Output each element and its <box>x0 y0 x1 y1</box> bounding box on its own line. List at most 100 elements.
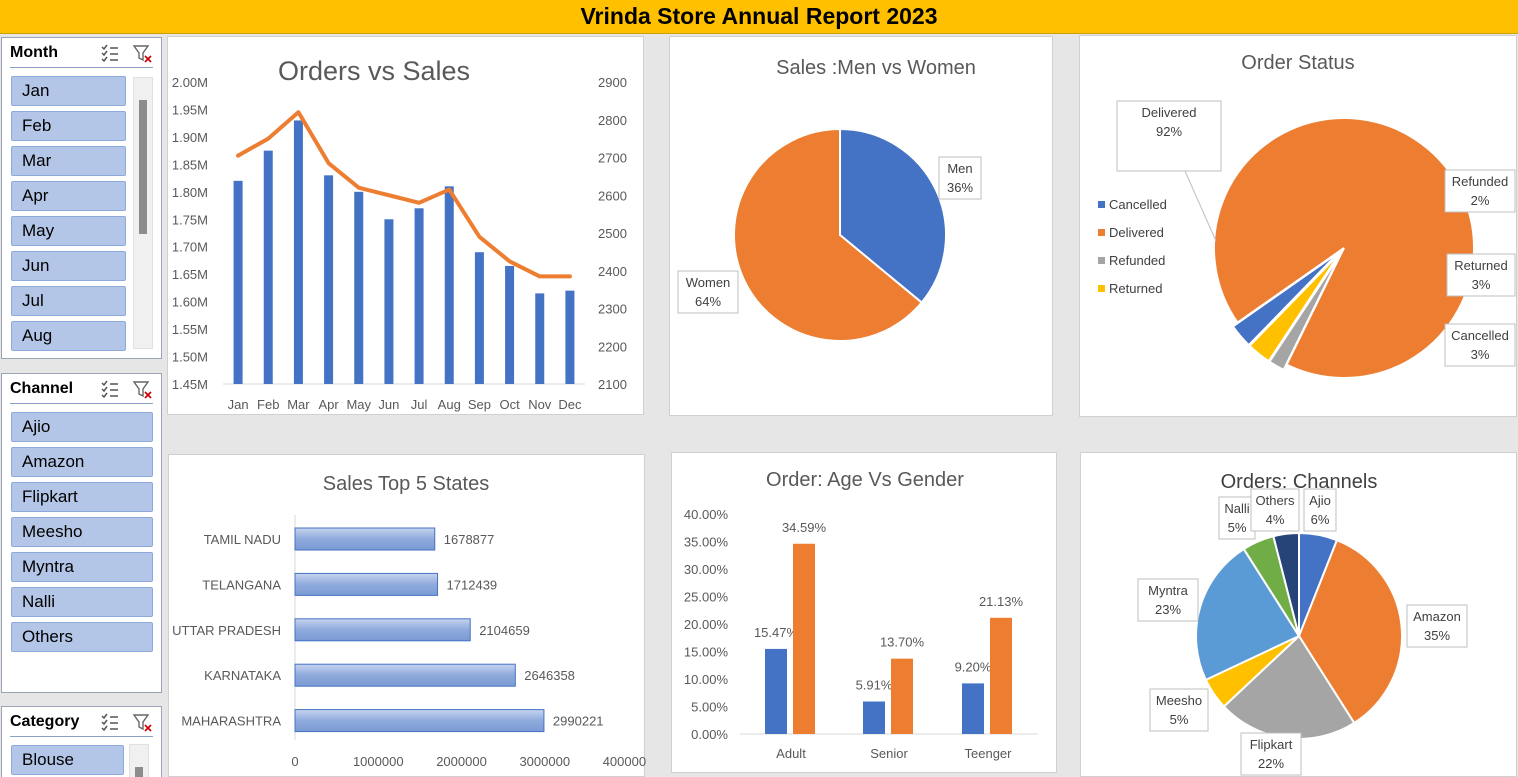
slicer-item-apr[interactable]: Apr <box>11 181 126 211</box>
slicer-item-blouse[interactable]: Blouse <box>11 745 124 775</box>
women-data-label: 21.13% <box>979 594 1024 609</box>
month-slicer-scrollbar[interactable] <box>133 77 153 349</box>
men-bar-adult <box>765 648 787 734</box>
cancelled-callout-value: 3% <box>1471 347 1490 362</box>
slicer-item-flipkart[interactable]: Flipkart <box>11 482 153 512</box>
month-slicer-scroll-thumb[interactable] <box>139 100 147 234</box>
category-slicer-header: Category <box>10 707 153 737</box>
x-tick: Adult <box>776 746 806 761</box>
slicer-item-others[interactable]: Others <box>11 622 153 652</box>
channel-slicer-header: Channel <box>10 374 153 404</box>
channel-meesho-callout <box>1149 688 1209 732</box>
slicer-item-jul[interactable]: Jul <box>11 286 126 316</box>
clear-filter-icon[interactable] <box>131 42 153 64</box>
delivered-callout <box>1116 100 1222 172</box>
slicer-item-jun[interactable]: Jun <box>11 251 126 281</box>
sales-bar-sep <box>474 252 484 384</box>
y-right-tick: 2200 <box>598 339 627 354</box>
category-slicer-scroll-thumb[interactable] <box>135 767 143 777</box>
y-left-tick: 1.60M <box>172 295 208 310</box>
orders-vs-sales-panel: Orders vs Sales 2.00M 1.95M 1.90M 1.85M 1.80M… <box>167 36 644 415</box>
sales-men-women-panel: Sales :Men vs Women Men 36% Women 64% <box>669 36 1053 416</box>
chart-title: Order Status <box>1241 52 1354 74</box>
men-callout-name: Men <box>947 161 972 176</box>
channel-meesho-callout-value: 5% <box>1170 712 1189 727</box>
x-tick: Jan <box>228 397 249 412</box>
slicer-item-may[interactable]: May <box>11 216 126 246</box>
channel-myntra-callout-name: Myntra <box>1148 583 1189 598</box>
state-value-label: 1712439 <box>447 577 498 592</box>
slicer-item-myntra[interactable]: Myntra <box>11 552 153 582</box>
slicer-item-nalli[interactable]: Nalli <box>11 587 153 617</box>
x-tick: Mar <box>287 397 310 412</box>
y-left-tick: 1.45M <box>172 377 208 392</box>
channel-others-callout-value: 4% <box>1266 512 1285 527</box>
channel-amazon-callout-value: 35% <box>1424 628 1450 643</box>
returned-callout-name: Returned <box>1454 258 1507 273</box>
month-slicer-header: Month <box>10 38 153 68</box>
y-right-tick: 2100 <box>598 377 627 392</box>
slicer-item-ajio[interactable]: Ajio <box>11 412 153 442</box>
legend-swatch-refunded <box>1098 257 1105 264</box>
state-label: UTTAR PRADESH <box>172 623 281 638</box>
y-tick: 0.00% <box>691 727 728 742</box>
state-bar-telangana <box>294 572 439 596</box>
delivered-leader-line <box>1184 170 1217 242</box>
y-left-tick: 1.80M <box>172 185 208 200</box>
women-bar-adult <box>793 543 815 734</box>
men-callout <box>938 156 982 200</box>
channel-slicer[interactable]: Channel Ajio Amazon Flipkart Meesho Myntra Na… <box>1 373 162 693</box>
channel-flipkart-callout <box>1240 732 1302 776</box>
order-status-chart: Order Status Cancelled Delivered Refunded Re… <box>1098 52 1516 379</box>
channel-others-callout <box>1250 488 1300 532</box>
legend-swatch-delivered <box>1098 229 1105 236</box>
y-left-tick: 1.90M <box>172 130 208 145</box>
channels-panel: Orders: Channels Ajio 6% Amazon 35% Flipkart 2… <box>1080 452 1517 777</box>
women-bar-teenger <box>990 617 1012 734</box>
channel-meesho-callout-name: Meesho <box>1156 693 1202 708</box>
men-data-label: 9.20% <box>955 659 992 674</box>
slicer-item-mar[interactable]: Mar <box>11 146 126 176</box>
state-label: KARNATAKA <box>204 668 281 683</box>
x-tick: Sep <box>468 397 491 412</box>
refunded-callout-value: 2% <box>1471 193 1490 208</box>
status-slice-cancelled <box>1231 251 1341 347</box>
y-tick: 25.00% <box>684 590 729 605</box>
x-tick: Nov <box>528 397 552 412</box>
multi-select-icon[interactable] <box>99 378 121 400</box>
multi-select-icon[interactable] <box>99 711 121 733</box>
y-tick: 10.00% <box>684 672 729 687</box>
cancelled-callout <box>1444 323 1516 367</box>
clear-filter-icon[interactable] <box>131 378 153 400</box>
channel-amazon-callout-name: Amazon <box>1413 609 1461 624</box>
age-gender-panel: Order: Age Vs Gender 40.00% 35.00% 30.00% 25… <box>671 452 1057 773</box>
sales-bar-dec <box>565 290 575 384</box>
slicer-item-amazon[interactable]: Amazon <box>11 447 153 477</box>
slicer-item-feb[interactable]: Feb <box>11 111 126 141</box>
sales-bar-oct <box>505 265 515 384</box>
returned-callout-value: 3% <box>1472 277 1491 292</box>
status-slice-returned <box>1248 251 1342 363</box>
slicer-item-meesho[interactable]: Meesho <box>11 517 153 547</box>
legend-label-delivered: Delivered <box>1109 225 1164 240</box>
clear-filter-icon[interactable] <box>131 711 153 733</box>
month-slicer[interactable]: Month Jan Feb Mar Apr May Jun Jul Aug <box>1 37 162 359</box>
channel-amazon-callout <box>1406 604 1468 648</box>
category-slicer-scrollbar[interactable] <box>129 744 149 777</box>
report-title: Vrinda Store Annual Report 2023 <box>580 3 938 29</box>
category-slicer[interactable]: Category Blouse <box>1 706 162 777</box>
legend-label-returned: Returned <box>1109 281 1162 296</box>
top-states-panel: Sales Top 5 States TAMIL NADU 1678877 TELAN… <box>168 454 646 777</box>
multi-select-icon[interactable] <box>99 42 121 64</box>
y-right-tick: 2500 <box>598 226 627 241</box>
slicer-item-jan[interactable]: Jan <box>11 76 126 106</box>
legend-label-cancelled: Cancelled <box>1109 197 1167 212</box>
channel-ajio-callout-name: Ajio <box>1309 493 1331 508</box>
slicer-item-aug[interactable]: Aug <box>11 321 126 351</box>
legend-label-refunded: Refunded <box>1109 253 1165 268</box>
category-slicer-title: Category <box>10 712 80 730</box>
sales-men-women-chart: Sales :Men vs Women Men 36% Women 64% <box>677 57 982 342</box>
report-title-bar: Vrinda Store Annual Report 2023 <box>0 0 1518 34</box>
state-value-label: 2990221 <box>553 714 604 729</box>
